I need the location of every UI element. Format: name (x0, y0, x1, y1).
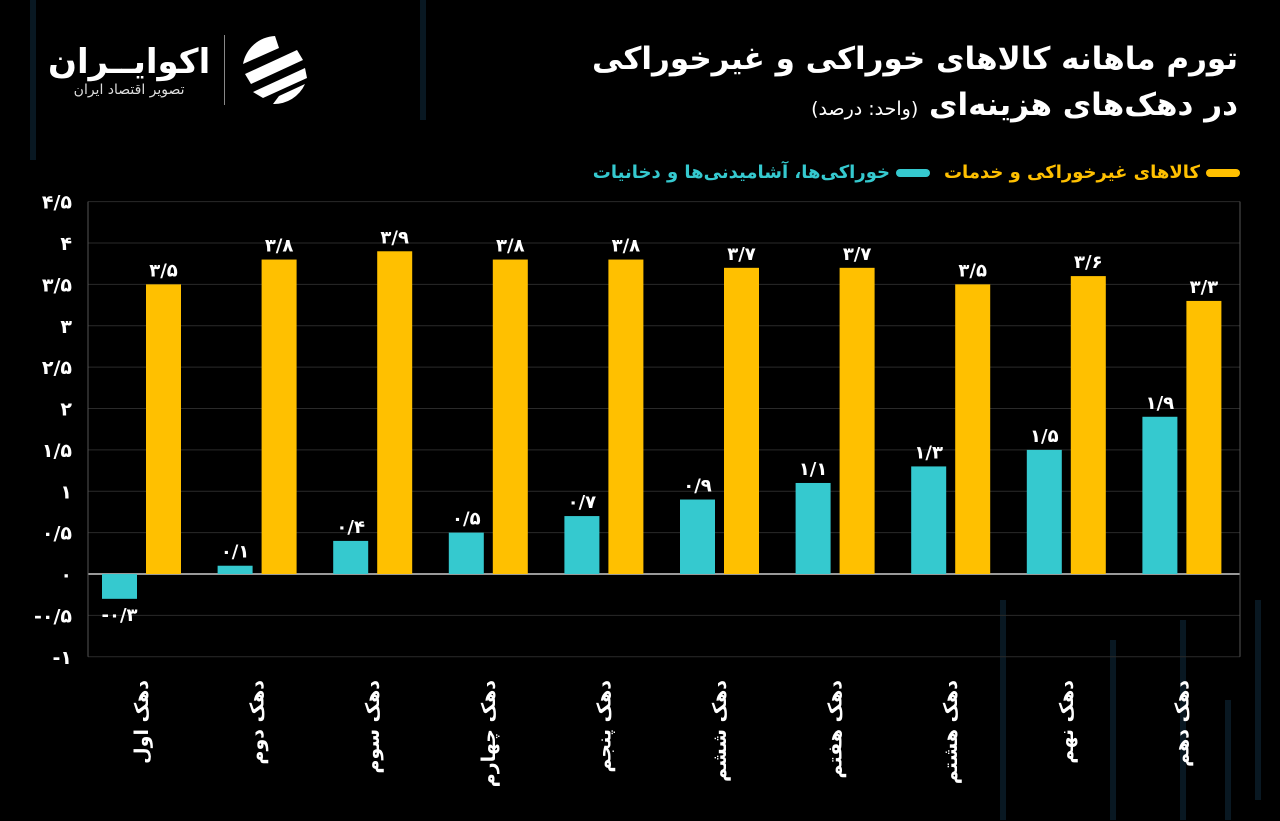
x-category-label: دهک نهم (1056, 680, 1078, 764)
data-label: ۰/۷ (568, 492, 597, 513)
logo-divider (224, 35, 226, 105)
background-streak (1110, 640, 1116, 820)
legend: کالاهای غیرخوراکی و خدمات خوراکی‌ها، آشا… (593, 162, 1240, 183)
x-category-label: دهک دوم (247, 680, 269, 765)
bar-nonfood (261, 259, 297, 574)
bar-food (911, 466, 947, 574)
y-tick-label: ۲ (60, 399, 72, 421)
data-label: ۳/۷ (843, 244, 872, 265)
title-line-2: در دهک‌های هزینه‌ای (929, 87, 1238, 123)
data-label: ۱/۵ (1030, 426, 1059, 447)
x-category-label: دهک سوم (362, 680, 384, 774)
legend-swatch-yellow (1206, 168, 1240, 177)
data-label: ۳/۸ (496, 236, 525, 257)
y-tick-label: ۱ (60, 481, 72, 503)
background-streak (30, 0, 36, 160)
data-label: ۳/۶ (1074, 252, 1103, 273)
data-label: ۳/۸ (265, 236, 294, 257)
y-tick-label: ۰ (60, 564, 72, 586)
x-category-label: دهک چهارم (478, 680, 500, 787)
data-label: ۰/۵ (452, 509, 481, 530)
data-label: ۳/۹ (380, 227, 409, 248)
bar-food (795, 482, 831, 574)
bar-nonfood (1186, 300, 1222, 574)
bar-nonfood (724, 267, 759, 574)
background-streak (1255, 600, 1261, 800)
background-streak (1180, 620, 1186, 820)
data-label: ۳/۵ (149, 260, 178, 281)
chart-title: تورم ماهانه کالاهای خوراکی و غیرخوراکی د… (592, 36, 1238, 132)
data-label: -۰/۳ (101, 605, 137, 626)
data-label: ۰/۴ (336, 517, 365, 538)
y-tick-label: -۰/۵ (34, 605, 72, 627)
bar-food (564, 516, 600, 574)
background-streak (1000, 600, 1006, 820)
background-streak (1225, 700, 1231, 820)
y-tick-label: ۴ (60, 233, 72, 255)
bar-food (1026, 449, 1062, 574)
x-category-label: دهک دهم (1171, 680, 1193, 767)
legend-item-food: خوراکی‌ها، آشامیدنی‌ها و دخانیات (593, 162, 930, 183)
data-label: ۳/۸ (612, 236, 641, 257)
y-tick-label: ۴/۵ (42, 192, 73, 214)
unit-label: (واحد: درصد) (811, 98, 919, 120)
x-category-label: دهک هفتم (825, 680, 847, 779)
bar-nonfood (492, 259, 528, 574)
bar-food (1142, 416, 1178, 574)
logo: اکوایــران تصویر اقتصاد ایران (48, 34, 311, 106)
data-label: ۳/۷ (727, 244, 756, 265)
data-label: ۰/۱ (221, 542, 250, 563)
x-category-label: دهک هشتم (940, 680, 962, 784)
x-category-label: دهک اول (131, 680, 153, 764)
legend-label: خوراکی‌ها، آشامیدنی‌ها و دخانیات (592, 162, 890, 183)
y-tick-label: ۱/۵ (42, 440, 73, 462)
legend-label: کالاهای غیرخوراکی و خدمات (943, 162, 1200, 183)
bar-food (102, 574, 137, 599)
bar-nonfood (839, 267, 875, 574)
data-label: ۳/۳ (1190, 277, 1219, 298)
x-category-label: دهک پنجم (593, 680, 615, 773)
data-label: ۱/۹ (1146, 393, 1175, 414)
y-tick-label: ۲/۵ (42, 357, 73, 379)
background-streak (420, 0, 426, 120)
legend-item-nonfood: کالاهای غیرخوراکی و خدمات (944, 162, 1240, 183)
y-tick-label: ۳/۵ (42, 274, 73, 296)
logo-name: اکوایــران (48, 42, 211, 82)
logo-tagline: تصویر اقتصاد ایران (73, 82, 185, 98)
logo-mark-icon (243, 36, 308, 105)
bar-food (680, 499, 715, 574)
bar-nonfood (608, 259, 644, 574)
legend-swatch-teal (895, 168, 930, 177)
bar-nonfood (146, 284, 181, 574)
bar-nonfood (1070, 276, 1106, 574)
title-line-1: تورم ماهانه کالاهای خوراکی و غیرخوراکی (592, 41, 1238, 77)
bar-food (217, 565, 253, 574)
bar-food (448, 532, 484, 574)
y-tick-label: -۱ (53, 647, 72, 669)
data-label: ۱/۳ (914, 442, 943, 463)
data-label: ۱/۱ (799, 459, 828, 480)
data-label: ۰/۹ (683, 476, 712, 497)
data-label: ۳/۵ (958, 260, 987, 281)
bar-nonfood (377, 251, 413, 574)
bar-food (333, 540, 369, 574)
y-tick-label: ۰/۵ (42, 523, 73, 545)
x-category-label: دهک ششم (709, 680, 731, 782)
y-tick-label: ۳ (60, 316, 72, 338)
bar-nonfood (955, 284, 991, 574)
